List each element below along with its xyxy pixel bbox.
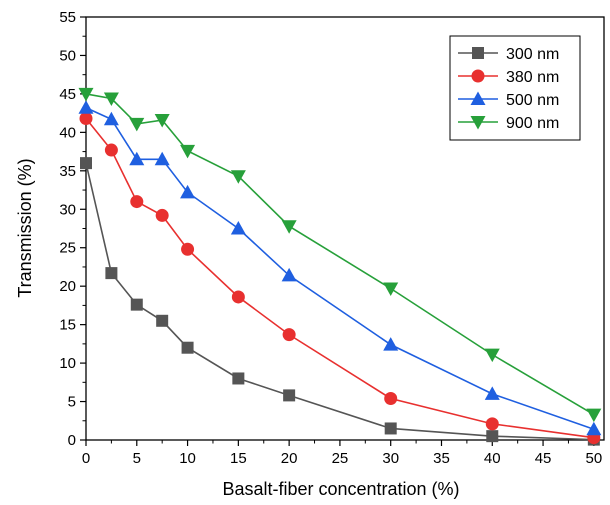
legend-item: 300 nm (458, 46, 559, 63)
data-point (130, 195, 144, 209)
legend-label: 380 nm (506, 69, 559, 86)
data-point (484, 386, 500, 400)
x-tick-label: 30 (382, 450, 399, 467)
legend-marker (472, 47, 484, 59)
data-point (282, 328, 296, 342)
data-point (180, 144, 196, 159)
data-point (181, 242, 195, 256)
data-point (586, 421, 602, 436)
y-tick-label: 0 (68, 432, 76, 449)
series-500-nm (78, 100, 602, 436)
data-point (181, 341, 194, 354)
data-point (485, 417, 499, 431)
y-tick-label: 35 (59, 163, 76, 180)
legend-marker (471, 69, 485, 83)
x-tick-label: 0 (82, 450, 90, 467)
data-point (486, 430, 499, 443)
data-point (105, 267, 118, 280)
data-point (78, 100, 94, 114)
series-line (85, 118, 594, 439)
y-tick-label: 30 (59, 201, 76, 218)
series-380-nm (79, 112, 601, 445)
y-axis-title: Transmission (%) (15, 158, 35, 297)
legend-item: 380 nm (458, 69, 559, 86)
legend-marker (470, 91, 486, 105)
series-line (85, 162, 594, 441)
legend-item: 500 nm (458, 91, 559, 109)
data-point (484, 348, 500, 363)
y-tick-label: 40 (59, 124, 76, 141)
series-300-nm (80, 157, 600, 446)
data-point (230, 170, 246, 184)
data-point (129, 117, 145, 132)
series-line (85, 107, 595, 430)
x-tick-label: 15 (230, 450, 247, 467)
y-tick-label: 25 (59, 240, 76, 257)
data-point (154, 114, 170, 128)
data-point (155, 208, 169, 222)
data-point (230, 221, 246, 235)
x-axis-title: Basalt-fiber concentration (%) (222, 479, 459, 499)
data-point (103, 92, 119, 107)
data-point (104, 143, 118, 157)
data-point (384, 422, 397, 435)
data-point (130, 298, 143, 311)
data-point (383, 337, 399, 351)
x-tick-label: 35 (433, 450, 450, 467)
x-tick-label: 20 (281, 450, 298, 467)
data-point (281, 267, 297, 282)
legend-item: 900 nm (458, 115, 559, 132)
legend: 300 nm 380 nm 500 nm 900 nm (449, 35, 581, 141)
data-point (281, 220, 297, 234)
x-tick-label: 25 (332, 450, 349, 467)
data-point (103, 111, 119, 126)
axes: 0 5 10 15 20 25 30 35 40 45 50 0 5 10 15 20 25 30 35 40 45 50… (59, 9, 605, 467)
data-point (586, 408, 602, 423)
legend-label: 900 nm (506, 115, 559, 132)
data-point (231, 290, 245, 304)
y-tick-label: 20 (59, 278, 76, 295)
legend-label: 300 nm (506, 46, 559, 63)
data-point (80, 157, 92, 170)
data-point (283, 389, 296, 402)
y-tick-label: 10 (59, 355, 76, 372)
data-point (154, 151, 170, 166)
legend-label: 500 nm (506, 92, 559, 109)
x-tick-label: 5 (133, 450, 141, 467)
legend-marker (470, 116, 486, 130)
y-tick-label: 15 (59, 317, 76, 334)
data-point (129, 151, 145, 166)
data-point (383, 282, 399, 296)
x-tick-label: 10 (179, 450, 196, 467)
x-tick-label: 50 (585, 450, 602, 467)
data-point (384, 391, 398, 405)
series-900-nm (78, 87, 602, 423)
x-tick-label: 40 (484, 450, 501, 467)
y-tick-label: 55 (59, 9, 76, 26)
y-tick-label: 45 (59, 86, 76, 103)
y-tick-label: 5 (68, 394, 76, 411)
data-point (180, 184, 196, 199)
data-point (156, 314, 169, 327)
data-point (78, 87, 94, 102)
data-point (232, 372, 245, 385)
series-layer (78, 87, 602, 446)
series-line (85, 93, 595, 416)
y-tick-label: 50 (59, 47, 76, 64)
x-tick-label: 45 (535, 450, 552, 467)
data-point (79, 112, 93, 126)
